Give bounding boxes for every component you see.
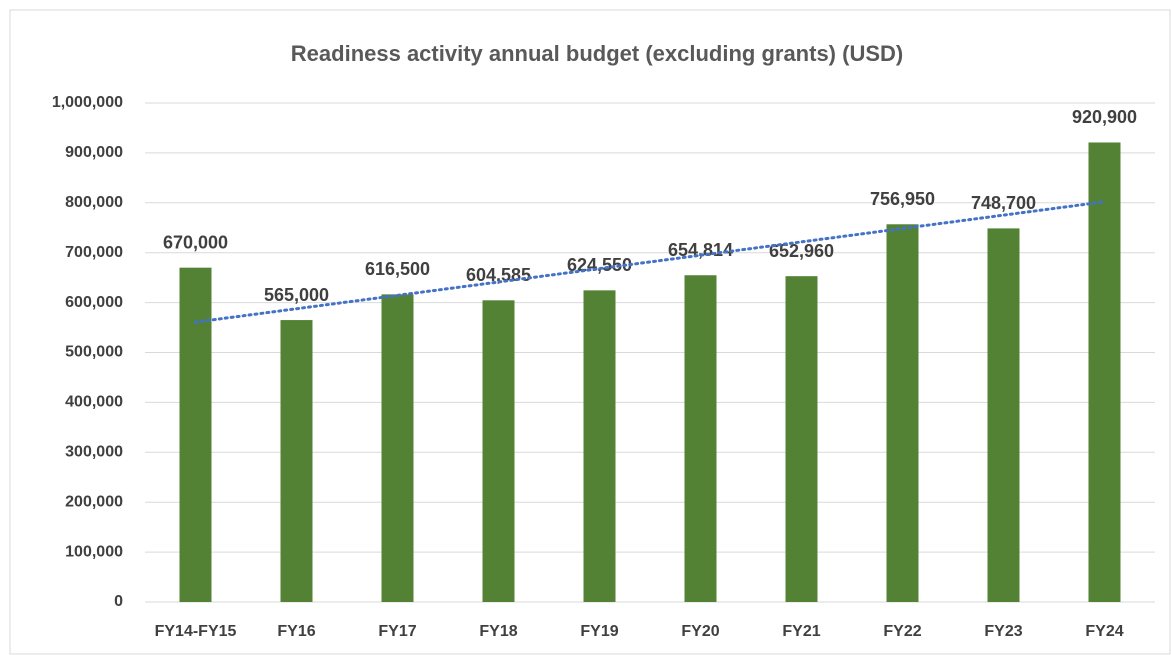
x-tick-label: FY21	[782, 623, 820, 640]
value-label: 756,950	[870, 189, 935, 209]
x-tick-label: FY14-FY15	[155, 623, 237, 640]
bar	[886, 224, 919, 602]
y-tick-label: 0	[114, 593, 123, 610]
y-tick-label: 400,000	[65, 394, 123, 411]
value-label: 604,585	[466, 265, 531, 285]
y-tick-label: 1,000,000	[52, 94, 123, 111]
y-tick-label: 200,000	[65, 493, 123, 510]
bar	[684, 275, 717, 602]
y-tick-label: 300,000	[65, 444, 123, 461]
x-tick-label: FY20	[681, 623, 719, 640]
value-label: 920,900	[1072, 107, 1137, 127]
x-tick-label: FY18	[479, 623, 517, 640]
value-label: 670,000	[163, 232, 228, 252]
bar	[482, 300, 515, 602]
value-label: 616,500	[365, 259, 430, 279]
y-tick-label: 600,000	[65, 294, 123, 311]
bar	[1088, 142, 1121, 603]
bar	[785, 276, 818, 602]
x-tick-label: FY23	[984, 623, 1022, 640]
bar	[381, 294, 414, 602]
y-tick-label: 700,000	[65, 244, 123, 261]
y-tick-label: 100,000	[65, 543, 123, 560]
x-tick-label: FY16	[277, 623, 315, 640]
value-label: 748,700	[971, 193, 1036, 213]
y-tick-label: 500,000	[65, 344, 123, 361]
x-tick-label: FY24	[1085, 623, 1123, 640]
value-label: 565,000	[264, 285, 329, 305]
y-tick-label: 900,000	[65, 144, 123, 161]
bar	[280, 320, 313, 602]
bar	[179, 267, 212, 602]
bar	[987, 228, 1020, 603]
bar	[583, 290, 616, 602]
value-label: 654,814	[668, 240, 733, 260]
chart-title: Readiness activity annual budget (exclud…	[291, 41, 903, 66]
x-tick-label: FY17	[378, 623, 416, 640]
x-tick-label: FY19	[580, 623, 618, 640]
y-tick-label: 800,000	[65, 194, 123, 211]
trendline	[194, 200, 1106, 324]
value-label: 652,960	[769, 241, 834, 261]
x-tick-label: FY22	[883, 623, 921, 640]
